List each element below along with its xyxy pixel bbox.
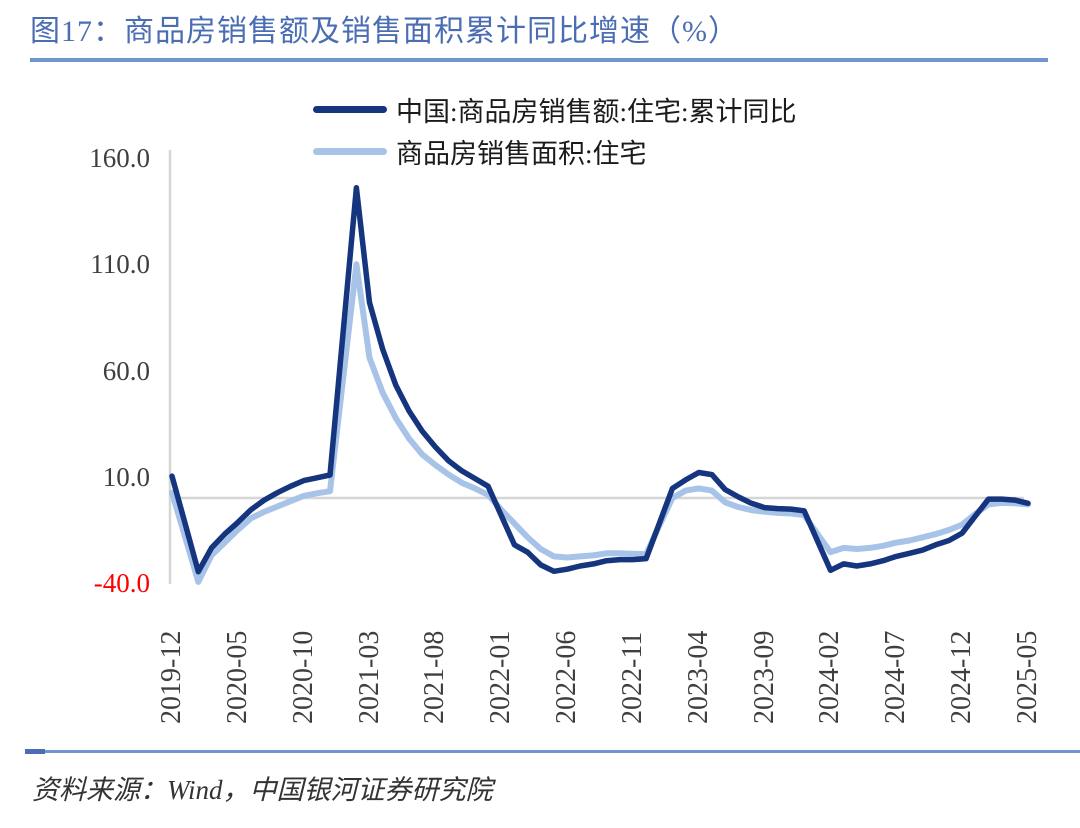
sales-value-line-swatch [313, 105, 387, 113]
x-axis-tick-label: 2019-12 [156, 630, 187, 724]
legend-item-sales-value: 中国:商品房销售额:住宅:累计同比 [313, 88, 797, 130]
y-axis-tick-label: 60.0 [102, 355, 150, 386]
title-divider [30, 58, 1048, 62]
x-axis-tick-label: 2020-05 [221, 630, 253, 724]
sales-area-series-line [169, 261, 1031, 585]
source-divider-accent [25, 749, 45, 754]
y-axis-tick-label: 160.0 [89, 143, 150, 173]
x-axis-tick-label: 2020-10 [287, 630, 319, 724]
sales-value-series-line [169, 185, 1031, 575]
legend-label-sales-area: 商品房销售面积:住宅 [396, 138, 647, 169]
x-axis-tick-label: 2022-11 [616, 631, 648, 724]
x-axis-tick-label: 2024-07 [880, 630, 912, 724]
x-axis-tick-label: 2021-08 [419, 630, 451, 724]
x-axis-tick-label: 2024-02 [814, 630, 846, 724]
x-axis-tick-label: 2021-03 [353, 630, 385, 724]
x-axis-tick-label: 2024-12 [946, 630, 978, 724]
x-axis-tick-label: 2023-09 [748, 630, 780, 724]
x-axis-tick-label: 2023-04 [682, 630, 714, 724]
source-note: 资料来源：Wind，中国银河证券研究院 [32, 775, 493, 805]
legend-label-sales-value: 中国:商品房销售额:住宅:累计同比 [396, 96, 797, 127]
x-axis-tick-label: 2022-01 [485, 630, 517, 724]
y-axis-tick-label: 110.0 [90, 249, 150, 280]
figure-title: 图17：商品房销售额及销售面积累计同比增速（%） [30, 15, 739, 48]
legend-item-sales-area: 商品房销售面积:住宅 [313, 130, 797, 172]
chart-legend: 中国:商品房销售额:住宅:累计同比 商品房销售面积:住宅 [313, 88, 797, 172]
source-divider [30, 750, 1080, 753]
x-axis-tick-label: 2025-05 [1012, 630, 1043, 724]
sales-area-line-swatch [313, 147, 387, 155]
y-axis-tick-label: 10.0 [102, 461, 150, 492]
x-axis-tick-label: 2022-06 [551, 630, 583, 724]
y-axis-tick-label-negative: -40.0 [93, 568, 150, 598]
